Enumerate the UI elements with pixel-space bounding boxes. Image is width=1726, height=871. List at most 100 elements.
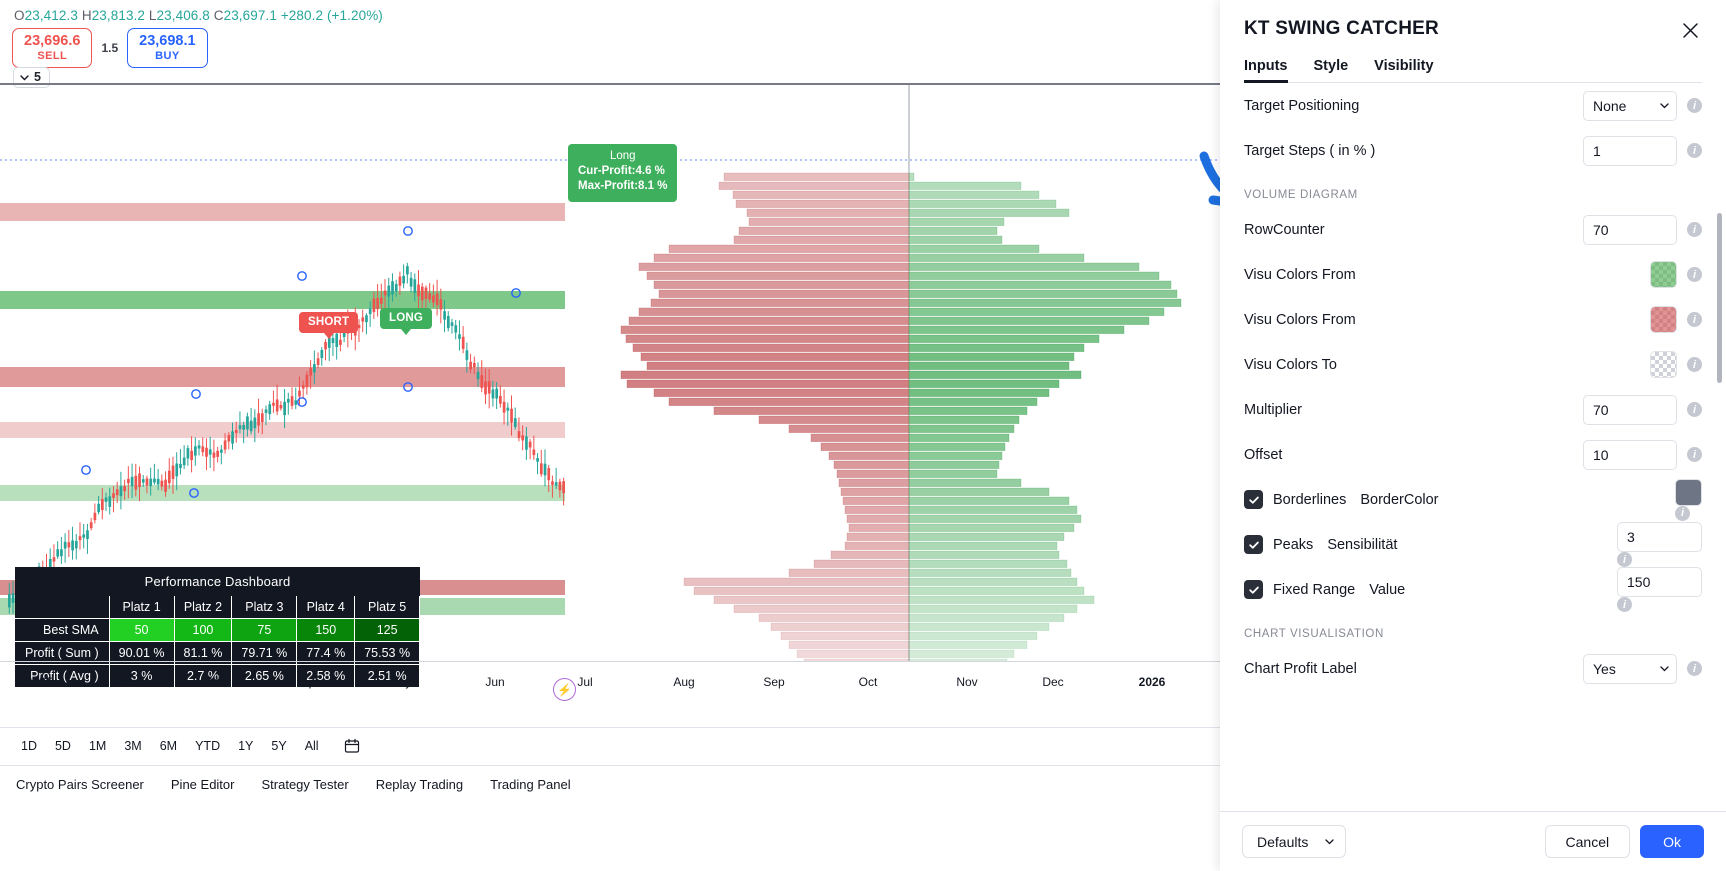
range-button-all[interactable]: All [304,738,319,753]
rowcounter-input[interactable] [1583,214,1677,245]
volume-bar-buy [908,568,1072,577]
range-button-1m[interactable]: 1M [88,738,107,753]
range-button-6m[interactable]: 6M [159,738,178,753]
info-icon[interactable]: i [1687,357,1702,372]
candle [517,431,521,439]
candle [376,297,379,310]
fixed-range-checkbox[interactable] [1244,580,1263,599]
candle [186,448,190,459]
calendar-icon[interactable] [344,738,360,754]
candle [380,297,383,304]
lightning-icon[interactable]: ⚡ [553,678,576,701]
fixed-range-input[interactable] [1617,567,1702,597]
bottom-tab-replay-trading[interactable]: Replay Trading [375,777,464,792]
range-button-1y[interactable]: 1Y [238,738,254,753]
peaks-checkbox[interactable] [1244,535,1263,554]
profit-current: Cur-Profit:4.6 % [578,165,665,178]
ok-button[interactable]: Ok [1640,825,1704,858]
info-icon[interactable]: i [1687,312,1702,327]
interval-selector[interactable]: 5 [13,67,50,88]
candle [502,401,506,413]
candle [201,446,205,453]
volume-bar-sell [653,253,910,262]
tab-visibility[interactable]: Visibility [1374,58,1434,74]
multiplier-input[interactable] [1583,394,1677,425]
volume-bar-buy [908,460,1000,469]
candle [93,512,97,521]
candle [294,400,298,405]
target-positioning-select[interactable]: None [1583,90,1677,121]
price-plot[interactable] [0,83,1222,661]
info-icon[interactable]: i [1617,552,1632,567]
candle [469,361,472,370]
range-button-1d[interactable]: 1D [21,738,37,753]
bottom-tab-strategy-tester[interactable]: Strategy Tester [261,777,349,792]
visu-colors-from-red-color-swatch[interactable] [1650,306,1677,333]
range-button-3m[interactable]: 3M [124,738,142,753]
volume-bar-buy [908,487,1050,496]
candle [149,478,153,487]
volume-bar-buy [908,631,1038,640]
tab-inputs[interactable]: Inputs [1244,58,1288,83]
visu-colors-from-green-color-swatch[interactable] [1650,261,1677,288]
info-icon[interactable]: i [1675,505,1690,521]
candle [313,364,316,373]
range-button-5y[interactable]: 5Y [271,738,287,753]
volume-bar-sell [770,622,910,631]
dashboard-row-label: Profit ( Avg ) [15,664,110,688]
candle [130,476,134,487]
info-icon[interactable]: i [1687,447,1702,462]
volume-bar-sell [718,181,910,190]
chart-profit-label-select[interactable]: Yes [1583,653,1677,684]
visu-colors-to-color-swatch[interactable] [1650,351,1677,378]
peaks-input[interactable] [1617,522,1702,552]
dashboard-cell: 150 [296,618,356,642]
tab-style[interactable]: Style [1313,58,1349,74]
cancel-button[interactable]: Cancel [1544,825,1631,858]
info-icon[interactable]: i [1617,597,1632,612]
close-icon[interactable] [1674,14,1706,46]
info-icon[interactable]: i [1687,143,1702,158]
bottom-tab-trading-panel[interactable]: Trading Panel [490,777,571,792]
range-button-5d[interactable]: 5D [54,738,71,753]
chevron-down-icon [20,74,29,80]
volume-bar-sell [646,271,910,280]
volume-bar-buy [908,388,1050,397]
borderlines-color-swatch[interactable] [1675,478,1702,506]
volume-bar-sell [626,379,910,388]
candle [547,468,551,481]
info-icon[interactable]: i [1687,661,1702,676]
bottom-tab-crypto-pairs-screener[interactable]: Crypto Pairs Screener [16,777,144,792]
marker-long[interactable]: LONG [380,308,433,335]
candle [484,381,487,395]
time-axis: 2025 Feb Mar Apr May Jun Jul Aug Sep Oct Nov Dec 202… [0,661,1222,701]
ohlc-change-pct: (+1.20%) [326,8,383,23]
volume-bar-buy [908,505,1078,514]
sell-button[interactable]: 23,696.6 SELL [12,28,93,69]
borderlines-checkbox[interactable] [1244,490,1263,509]
candle [551,481,554,485]
candle [554,482,558,486]
candle [238,425,242,430]
offset-input[interactable] [1583,439,1677,470]
info-icon[interactable]: i [1687,267,1702,282]
volume-bar-sell [620,325,910,334]
range-button-ytd[interactable]: YTD [195,738,221,753]
bottom-tab-pine-editor[interactable]: Pine Editor [170,777,235,792]
info-icon[interactable]: i [1687,98,1702,113]
defaults-button[interactable]: Defaults [1242,825,1347,858]
candle [52,557,56,562]
buy-button[interactable]: 23,698.1 BUY [127,28,208,69]
candle [175,463,179,477]
panel-scrollbar[interactable] [1717,213,1722,383]
price-zone [0,422,565,438]
candle [182,457,186,466]
candle [275,399,279,412]
dashboard-column-header: Platz 3 [231,595,298,619]
info-icon[interactable]: i [1687,402,1702,417]
target-steps-input[interactable] [1583,135,1677,166]
info-icon[interactable]: i [1687,222,1702,237]
panel-body[interactable]: Target Positioning None i Target Steps ( in… [1220,83,1726,811]
candle [119,486,123,497]
marker-short[interactable]: SHORT [299,312,359,339]
